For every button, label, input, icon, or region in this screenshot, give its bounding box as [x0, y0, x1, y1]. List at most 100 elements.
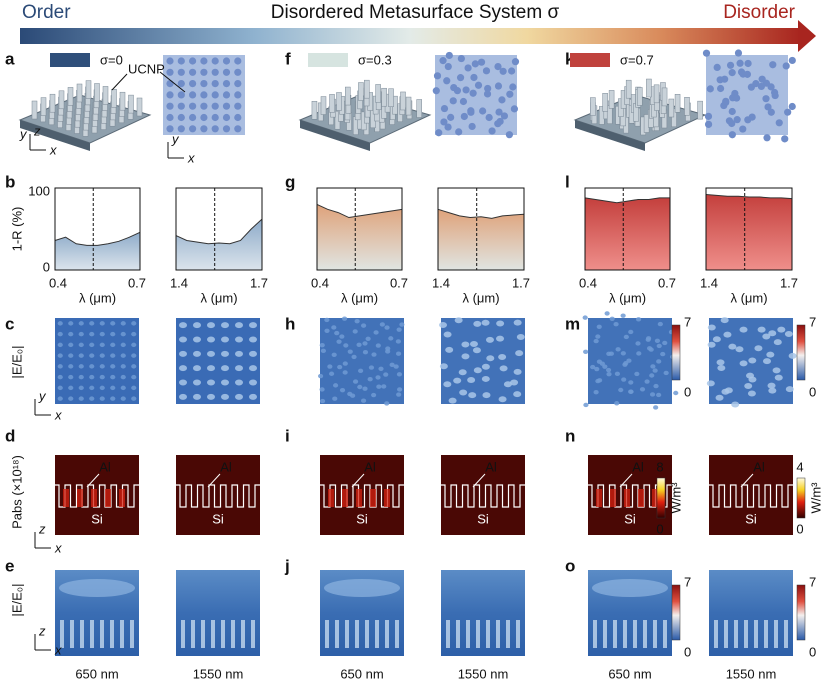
pillar-top	[222, 102, 231, 110]
field-hotspot	[788, 352, 797, 359]
field-hotspot	[515, 350, 524, 357]
pillar-top	[728, 131, 736, 139]
field-hotspot	[656, 343, 662, 349]
field-hotspot	[324, 328, 330, 334]
field-hotspot	[378, 366, 384, 372]
structure-outline	[441, 484, 525, 508]
si-label: Si	[624, 511, 636, 526]
field-hotspot	[496, 320, 505, 327]
panel-letter: c	[5, 314, 14, 333]
pillar-top	[456, 74, 465, 82]
sigma-label: σ=0	[100, 52, 123, 67]
field-hotspot	[443, 331, 452, 338]
pointer	[111, 73, 128, 91]
side-field-map	[176, 570, 260, 656]
field-map	[176, 318, 260, 404]
field-hotspot	[652, 368, 658, 373]
field-hotspot	[120, 396, 126, 401]
field-hotspot	[650, 364, 656, 369]
pillar-top	[447, 113, 455, 121]
pillar-top	[757, 82, 765, 91]
field-hotspot	[459, 389, 468, 396]
panel-letter: g	[285, 172, 295, 191]
field-hotspot	[207, 365, 215, 372]
pillar-top	[234, 57, 242, 65]
pillar	[111, 89, 117, 108]
field-hotspot	[663, 370, 669, 376]
pillar-top	[784, 108, 792, 116]
system-title: Disordered Metasurface System σ	[271, 2, 560, 23]
pillar-top	[211, 68, 219, 76]
pillar	[311, 100, 318, 120]
pillar-field	[633, 620, 637, 648]
field-hotspot	[754, 345, 763, 352]
field-hotspot	[78, 321, 84, 326]
pillar-top	[510, 105, 518, 113]
field-hotspot	[595, 334, 601, 339]
field-hotspot	[351, 354, 357, 360]
colorbar-label: 0	[796, 521, 803, 536]
pillar-top	[474, 81, 483, 89]
field-hotspot	[720, 317, 729, 324]
pillar-top	[200, 68, 208, 76]
field-hotspot	[341, 316, 348, 321]
field-hotspot	[458, 369, 467, 376]
field-hotspot	[399, 322, 405, 327]
axis-label: x	[187, 150, 195, 165]
field-hotspot	[68, 353, 74, 358]
field-hotspot	[673, 390, 679, 396]
field-hotspot	[473, 367, 482, 374]
pillar-field	[70, 620, 74, 648]
spectrum-fill	[706, 194, 792, 270]
pillar-top	[445, 51, 453, 60]
field-hotspot	[486, 355, 495, 362]
colorbar	[796, 324, 806, 381]
axis-label: z	[38, 521, 46, 536]
pillar	[358, 82, 364, 101]
pillar-top	[788, 102, 796, 111]
field-hotspot	[485, 336, 494, 343]
axis-label: x	[54, 642, 62, 657]
field-hotspot	[608, 351, 614, 356]
pillar	[119, 91, 126, 111]
field-hotspot	[352, 329, 358, 334]
field-hotspot	[723, 331, 732, 338]
field-hotspot	[99, 321, 105, 326]
absorption-hotspot	[652, 489, 658, 507]
pointer	[619, 473, 633, 488]
pillar-top	[722, 97, 730, 105]
pillar-top	[222, 80, 231, 88]
pillar-top	[200, 80, 208, 88]
ucnp-label: UCNP	[128, 61, 165, 76]
field-hotspot	[354, 318, 360, 324]
field-hotspot	[78, 396, 84, 401]
field-hotspot	[235, 379, 243, 386]
pillar-top	[435, 129, 443, 137]
field-hotspot	[89, 353, 95, 358]
field-hotspot	[654, 338, 661, 343]
pillar-field	[744, 620, 748, 648]
plot-frame	[584, 187, 671, 271]
field-hotspot	[439, 322, 448, 329]
field-hotspot	[496, 335, 505, 342]
pillar-top	[177, 80, 185, 88]
x-axis-label: λ (μm)	[609, 290, 646, 305]
field-hotspot	[89, 364, 95, 369]
field-hotspot	[602, 364, 608, 369]
field-hotspot	[131, 331, 137, 337]
absorption-hotspot	[356, 489, 362, 507]
pillar-top	[468, 122, 476, 131]
spectrum-curve	[584, 197, 670, 204]
field-band	[324, 579, 400, 597]
pillar-top	[482, 67, 491, 75]
pillar-top	[469, 89, 477, 97]
field-hotspot	[78, 342, 84, 348]
pillar	[49, 93, 56, 113]
y-axis-label: |E/E₀|	[9, 583, 24, 616]
pillar	[697, 100, 703, 120]
field-hotspot	[99, 364, 105, 369]
pillar	[684, 97, 690, 116]
field-hotspot	[715, 394, 724, 401]
pillar-field	[486, 620, 490, 648]
field-hotspot	[110, 331, 116, 337]
